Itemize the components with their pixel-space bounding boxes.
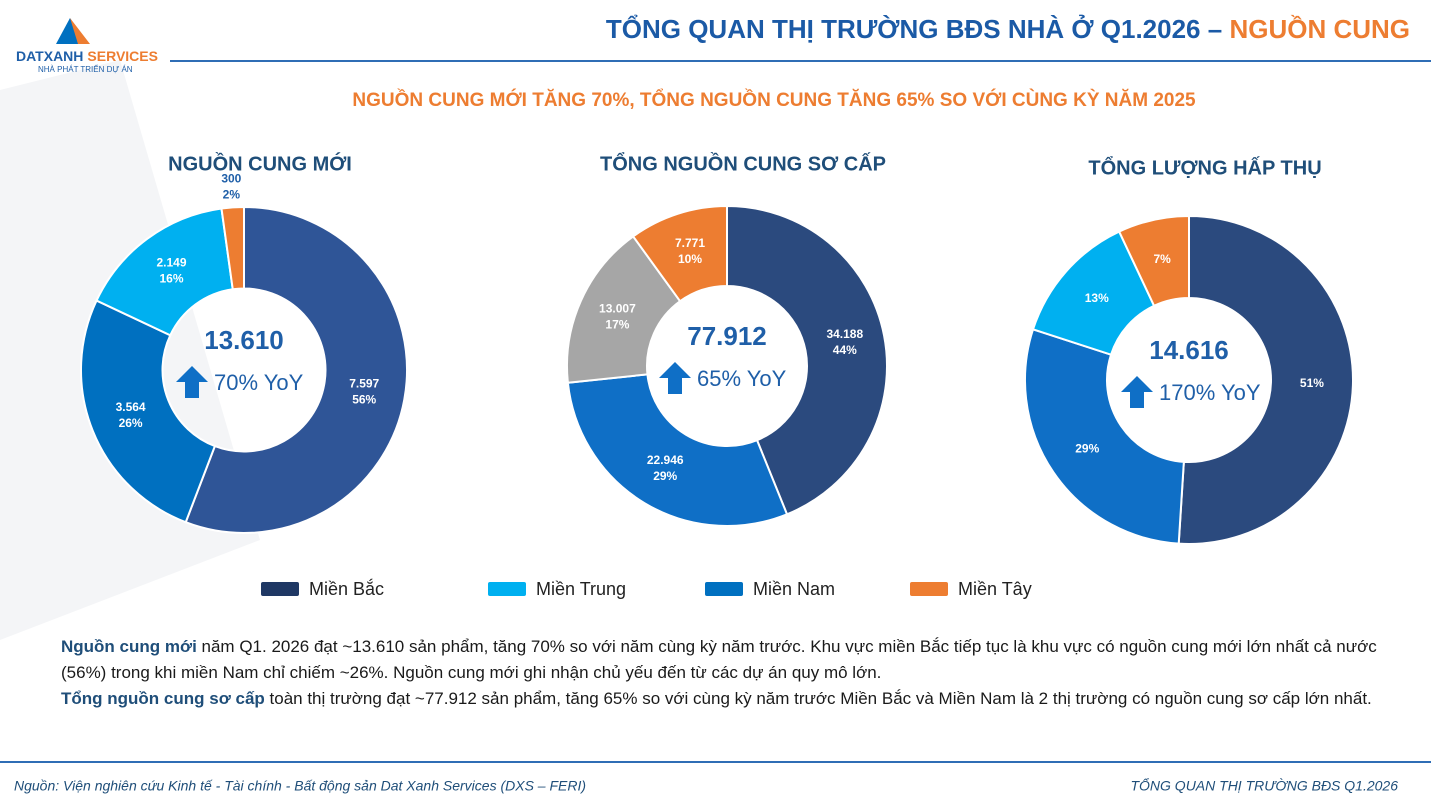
data-label: 7% — [1153, 252, 1171, 266]
legend-swatch — [705, 582, 743, 596]
data-label: 51% — [1300, 376, 1324, 390]
center-value: 77.912 — [687, 321, 767, 351]
up-arrow — [1121, 376, 1153, 408]
percent-label: 29% — [653, 469, 677, 483]
data-label: 7.597 — [349, 376, 379, 390]
note: Tổng nguồn cung sơ cấp toàn thị trường đ… — [61, 686, 1396, 712]
logo: DATXANH SERVICES — [16, 48, 158, 64]
note-lead: Nguồn cung mới — [61, 637, 197, 656]
chart-title: TỔNG LƯỢNG HẤP THỤ — [1088, 155, 1321, 179]
legend-swatch — [910, 582, 948, 596]
data-label: 22.946 — [647, 453, 684, 467]
center-change: 70% YoY — [214, 370, 304, 395]
center-value: 14.616 — [1149, 335, 1229, 365]
legend-label: Miền Tây — [958, 579, 1032, 599]
percent-label: 16% — [160, 272, 184, 286]
legend-swatch — [261, 582, 299, 596]
chart-title: NGUỒN CUNG MỚI — [168, 151, 352, 175]
donut-slice — [95, 207, 234, 337]
note-text: năm Q1. 2026 đạt ~13.610 sản phẩm, tăng … — [61, 637, 1377, 682]
legend-label: Miền Bắc — [309, 578, 384, 599]
up-arrow — [176, 366, 208, 398]
up-arrow — [659, 362, 691, 394]
data-label: 3.564 — [116, 400, 146, 414]
data-label: 2.149 — [157, 256, 187, 270]
legend-label: Miền Nam — [753, 579, 835, 599]
donut-slice — [1117, 214, 1190, 308]
percent-label: 10% — [678, 252, 702, 266]
logo-mark — [70, 18, 90, 44]
data-label: 34.188 — [826, 327, 863, 341]
chart-title: TỔNG NGUỒN CUNG SƠ CẤP — [600, 151, 886, 175]
footer-title: TỔNG QUAN THỊ TRƯỜNG BĐS Q1.2026 — [1130, 777, 1398, 794]
donut-slice — [1177, 214, 1354, 545]
data-label: 7.771 — [675, 236, 705, 250]
note-lead: Tổng nguồn cung sơ cấp — [61, 689, 265, 708]
donut-slice — [726, 204, 888, 516]
percent-label: 17% — [605, 317, 629, 331]
data-label: 29% — [1075, 441, 1099, 455]
percent-label: 26% — [119, 416, 143, 430]
page-title: TỔNG QUAN THỊ TRƯỜNG BĐS NHÀ Ở Q1.2026 –… — [606, 13, 1410, 44]
donut-slice — [220, 205, 245, 291]
data-label: 13.007 — [599, 301, 636, 315]
data-label: 13% — [1085, 291, 1109, 305]
legend-swatch — [488, 582, 526, 596]
percent-label: 44% — [833, 343, 857, 357]
donut-slice — [566, 373, 789, 527]
donut-slice — [80, 299, 217, 524]
data-label: 300 — [221, 172, 241, 186]
legend-label: Miền Trung — [536, 579, 626, 599]
footer-source: Nguồn: Viện nghiên cứu Kinh tế - Tài chí… — [14, 778, 586, 794]
subtitle: NGUỒN CUNG MỚI TĂNG 70%, TỔNG NGUỒN CUNG… — [352, 89, 1196, 111]
center-change: 65% YoY — [697, 366, 787, 391]
center-value: 13.610 — [204, 325, 284, 355]
note-text: toàn thị trường đạt ~77.912 sản phẩm, tă… — [264, 689, 1372, 708]
center-change: 170% YoY — [1159, 380, 1261, 405]
donut-slice — [184, 205, 408, 534]
note: Nguồn cung mới năm Q1. 2026 đạt ~13.610 … — [61, 634, 1396, 686]
percent-label: 56% — [352, 392, 376, 406]
donut-slice — [1024, 328, 1185, 545]
logo-tagline: NHÀ PHÁT TRIỂN DỰ ÁN — [38, 65, 133, 74]
percent-label: 2% — [223, 188, 241, 202]
donut-slice — [631, 204, 728, 303]
